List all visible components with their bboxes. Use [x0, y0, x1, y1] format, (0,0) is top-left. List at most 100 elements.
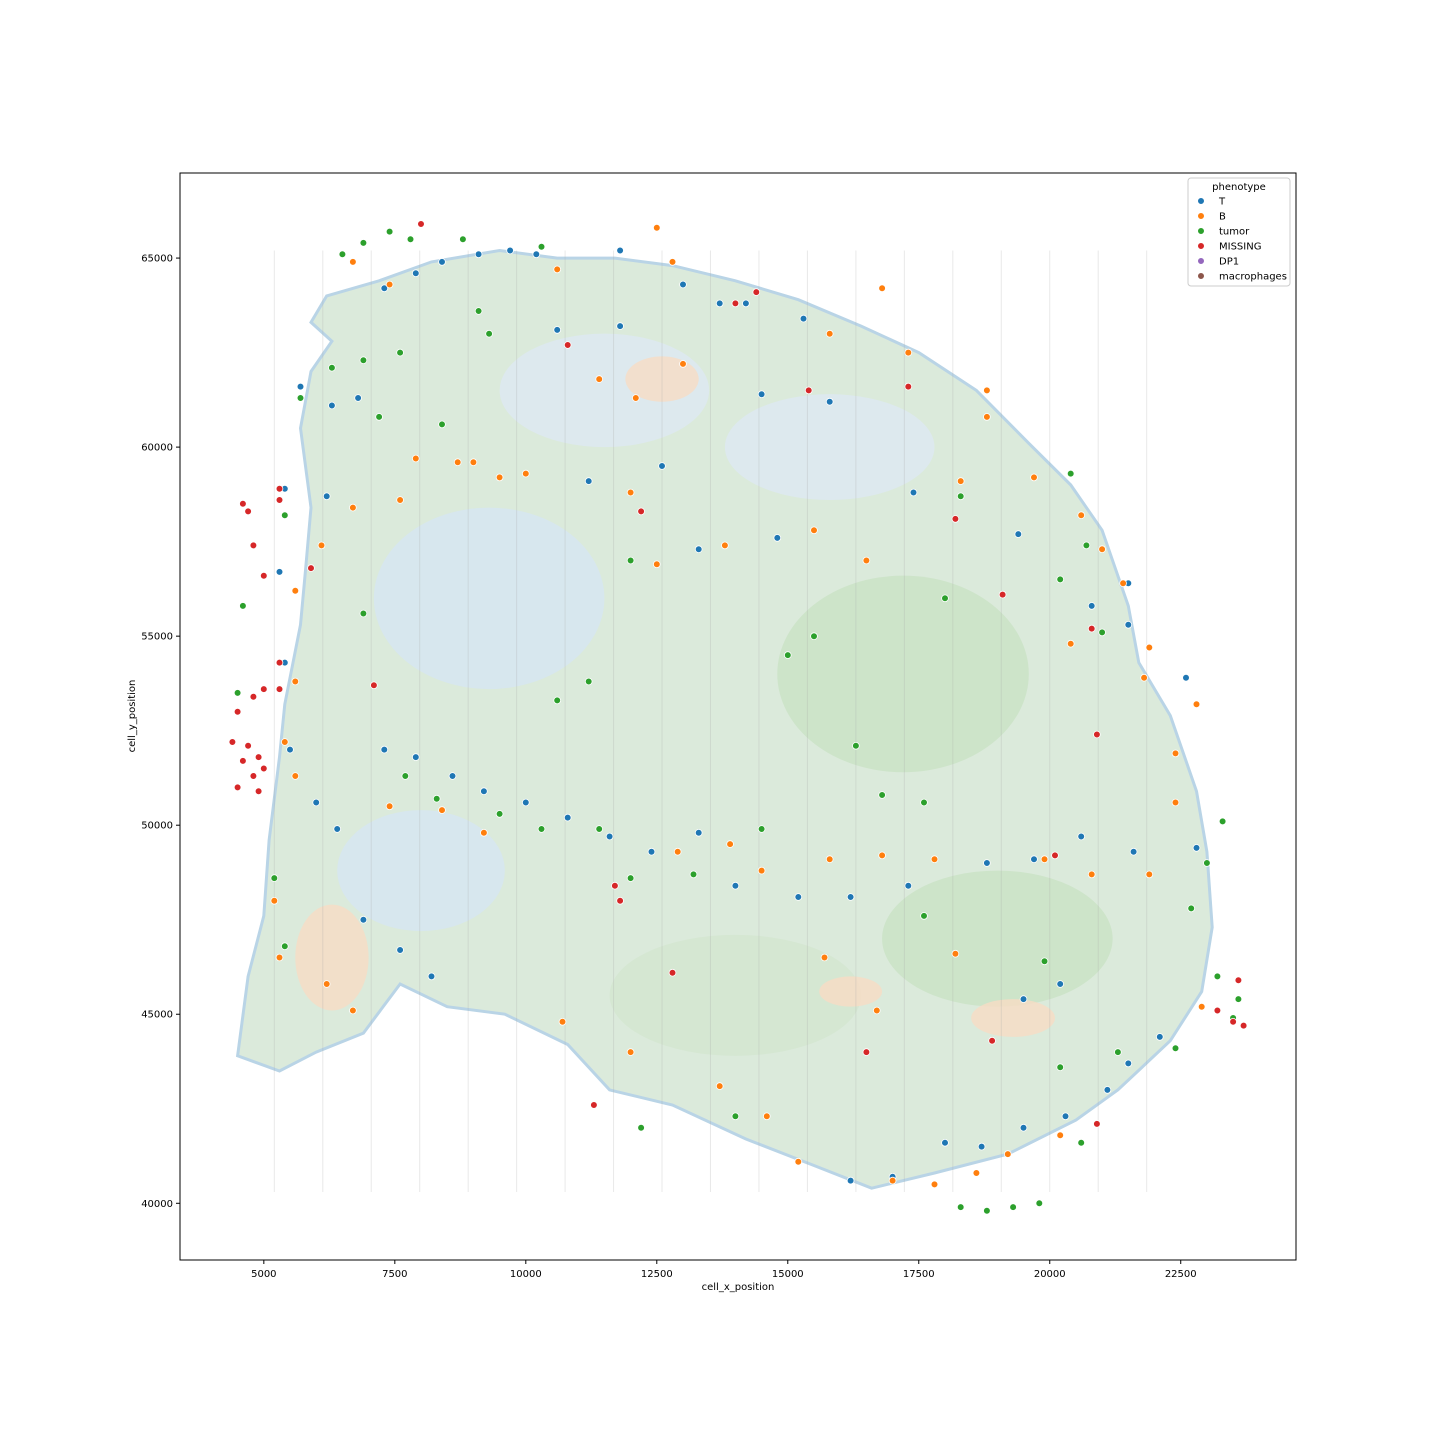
data-point [359, 356, 368, 365]
tissue-density-layer [235, 248, 1214, 1192]
data-point [983, 413, 991, 421]
data-point [411, 269, 420, 278]
legend-marker [1197, 272, 1205, 280]
data-point [1087, 624, 1096, 633]
data-point [773, 534, 782, 542]
data-point [637, 1123, 645, 1132]
legend-box [1187, 177, 1291, 287]
data-point [1187, 904, 1195, 913]
data-point [783, 651, 792, 659]
x-tick-label: 10000 [510, 1269, 542, 1280]
data-point [920, 912, 928, 920]
data-point [983, 1207, 991, 1215]
data-point [820, 953, 829, 962]
data-point [249, 772, 258, 780]
data-point [1077, 511, 1085, 520]
data-point [1239, 1021, 1248, 1030]
data-point [1156, 1033, 1164, 1041]
data-point [286, 745, 294, 754]
data-point [611, 881, 619, 890]
data-point [1098, 545, 1106, 553]
data-point [317, 541, 326, 550]
data-point [1066, 469, 1075, 478]
legend-title: phenotype [1212, 182, 1266, 193]
data-point [495, 473, 504, 482]
data-point [1171, 798, 1180, 807]
y-axis: 40000 45000 50000 55000 60000 65000 [141, 254, 180, 1210]
data-point [244, 507, 252, 516]
data-point [794, 1157, 803, 1166]
legend-label: tumor [1219, 227, 1250, 238]
data-point [1087, 602, 1096, 610]
data-point [307, 564, 315, 572]
x-axis-label: cell_x_position [702, 1282, 775, 1293]
data-point [438, 420, 446, 429]
data-point [1213, 972, 1222, 981]
data-point [626, 556, 635, 565]
data-point [406, 235, 415, 244]
data-point [930, 1180, 939, 1189]
data-point [448, 772, 457, 780]
data-point [757, 866, 766, 875]
data-point [1192, 700, 1201, 708]
data-point [658, 462, 666, 470]
data-point [563, 813, 572, 822]
data-point [941, 594, 949, 603]
data-point [904, 382, 913, 391]
legend-label: MISSING [1219, 242, 1261, 253]
data-point [375, 413, 383, 421]
legend-marker [1197, 242, 1205, 250]
data-point [1009, 1203, 1017, 1211]
data-point [1229, 1017, 1237, 1026]
data-point [1093, 730, 1101, 739]
data-point [1218, 817, 1227, 826]
data-point [731, 299, 740, 308]
data-point [296, 382, 305, 391]
data-point [396, 348, 404, 357]
data-point [726, 840, 734, 848]
data-point [249, 692, 258, 701]
data-point [904, 348, 913, 357]
data-point [1077, 1139, 1085, 1147]
data-point [239, 602, 247, 610]
data-point [909, 488, 918, 497]
data-point [1124, 1059, 1133, 1068]
plot-frame [179, 172, 1297, 1261]
data-point [721, 541, 729, 550]
data-point [275, 496, 284, 504]
data-point [904, 881, 913, 890]
data-point [1051, 851, 1059, 860]
data-point [328, 363, 336, 372]
data-point [380, 745, 389, 754]
data-point [385, 280, 394, 289]
data-point [1145, 643, 1154, 652]
data-point [752, 288, 761, 296]
tissue-patch [337, 810, 505, 932]
x-tick-label: 7500 [382, 1269, 407, 1280]
data-point [1114, 1048, 1122, 1056]
data-point [810, 526, 818, 535]
data-point [956, 492, 965, 501]
tissue-patch [609, 934, 862, 1056]
data-point [453, 458, 462, 467]
data-point [1019, 1123, 1028, 1132]
data-point [878, 791, 886, 799]
data-point [359, 239, 368, 247]
legend-marker [1197, 257, 1205, 265]
data-point [668, 968, 677, 977]
y-tick-label: 40000 [141, 1199, 173, 1210]
x-tick-label: 15000 [772, 1269, 804, 1280]
data-point [1040, 957, 1049, 966]
data-point [825, 855, 834, 863]
legend-marker [1197, 212, 1205, 220]
data-point [259, 764, 268, 773]
data-point [239, 499, 247, 508]
data-point [270, 896, 279, 905]
data-point [291, 677, 300, 686]
data-point [1056, 1131, 1064, 1139]
data-point [1119, 579, 1127, 587]
data-point [563, 341, 572, 349]
data-point [616, 896, 624, 905]
data-point [1182, 673, 1190, 682]
data-point [275, 685, 284, 693]
